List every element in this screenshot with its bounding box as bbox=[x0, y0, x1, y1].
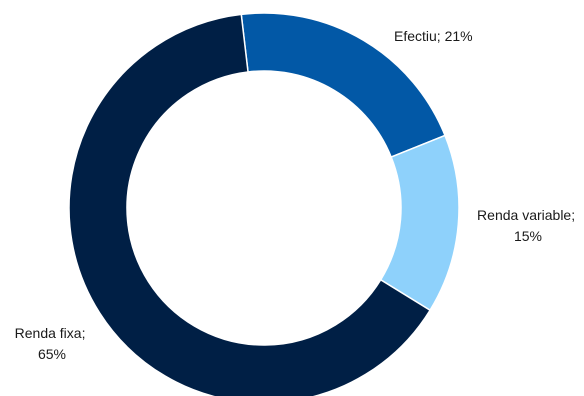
slice-label-efectiu: Efectiu; 21% bbox=[394, 28, 473, 44]
slice-label-efectiu-text: Efectiu; 21% bbox=[394, 28, 473, 44]
slice-label-renda-variable-line1: Renda variable; bbox=[477, 207, 575, 223]
donut-slice-1 bbox=[379, 134, 460, 312]
donut-slice-2 bbox=[68, 13, 432, 396]
slice-label-renda-variable-line2: 15% bbox=[514, 228, 542, 244]
slice-label-renda-variable: Renda variable; 15% bbox=[477, 207, 579, 244]
slice-label-renda-fixa-line2: 65% bbox=[38, 346, 66, 362]
slice-label-renda-fixa-line1: Renda fixa; bbox=[15, 325, 86, 341]
slice-label-renda-fixa: Renda fixa; 65% bbox=[15, 325, 90, 362]
donut-slices bbox=[68, 12, 460, 396]
